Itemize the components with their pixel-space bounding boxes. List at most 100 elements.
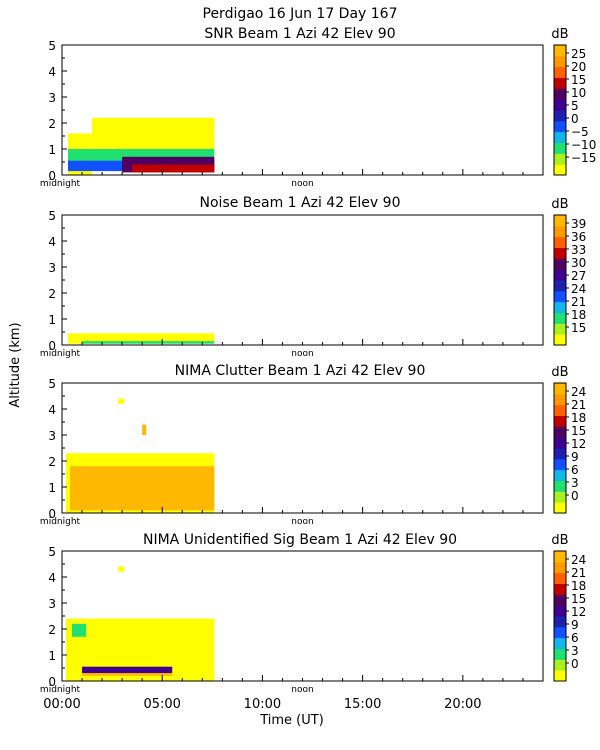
x-tick-label: 20:00: [444, 697, 481, 712]
colorbar-unit: dB: [551, 533, 568, 548]
echo-layer: [82, 666, 173, 674]
colorbar-tick-label: 36: [571, 230, 586, 244]
colorbar-segment: [554, 404, 566, 416]
echo-layer: [82, 673, 173, 676]
colorbar-segment: [554, 648, 566, 660]
colorbar-tick-label: 5: [571, 99, 579, 113]
y-tick-label: 4: [48, 403, 56, 417]
colorbar-segment: [554, 236, 566, 248]
colorbar-tick-label: 15: [571, 321, 586, 335]
echo-layer: [118, 566, 125, 572]
colorbar-tick-label: 27: [571, 269, 586, 283]
colorbar-tick-label: 24: [571, 282, 586, 296]
y-tick-label: 2: [48, 623, 56, 637]
colorbar-segment: [554, 153, 566, 165]
panel-2: Noise Beam 1 Azi 42 Elev 90 0 1 2 3 4 5 midnigh…: [40, 195, 586, 359]
echo-layer: [72, 623, 87, 637]
x-tick-label: 00:00: [43, 697, 80, 712]
x-tick-label: 15:00: [344, 697, 381, 712]
colorbar-tick-label: 25: [571, 47, 586, 61]
colorbar-segment: [554, 280, 566, 292]
colorbar-segment: [554, 583, 566, 595]
y-tick-label: 3: [48, 261, 56, 275]
colorbar-tick-label: 18: [571, 308, 586, 322]
panel-1: SNR Beam 1 Azi 42 Elev 90 0 1 2 3 4 5 midnight n…: [40, 26, 596, 189]
colorbar-tick-label: 12: [571, 605, 586, 619]
colorbar-tick-label: 3: [571, 476, 579, 490]
colorbar-tick-label: 24: [571, 553, 586, 567]
colorbar-segment: [554, 290, 566, 303]
colorbar-tick-label: 9: [571, 450, 579, 464]
colorbar-segment: [554, 131, 566, 143]
plot-frame: [61, 214, 544, 346]
colorbar-segment: [554, 247, 566, 259]
colorbar-segment: [554, 225, 566, 238]
y-tick-label: 4: [48, 235, 56, 249]
colorbar-segment: [554, 393, 566, 406]
colorbar-segment: [554, 45, 566, 57]
y-axis-label: Altitude (km): [8, 322, 23, 407]
colorbar-frame: [553, 44, 567, 176]
colorbar-segment: [554, 383, 566, 395]
colorbar-segment: [554, 480, 566, 492]
y-tick-label: 1: [48, 313, 56, 327]
colorbar-segment: [554, 164, 566, 176]
colorbar-tick-label: 30: [571, 256, 586, 270]
colorbar-tick-label: 18: [571, 579, 586, 593]
colorbar-tick-label: 3: [571, 644, 579, 658]
colorbar-segment: [554, 448, 566, 460]
y-tick-label: 0: [48, 339, 56, 353]
y-tick-label: 5: [48, 209, 56, 223]
colorbar-segment: [554, 594, 566, 606]
midnight-marker: midnight: [40, 517, 81, 527]
midnight-marker: midnight: [40, 685, 81, 695]
figure-header: Perdigao 16 Jun 17 Day 167: [203, 6, 398, 22]
y-tick-label: 0: [48, 507, 56, 521]
y-tick-label: 1: [48, 481, 56, 495]
colorbar-segment: [554, 312, 566, 324]
panel-4: NIMA Unidentified Sig Beam 1 Azi 42 Elev…: [40, 532, 586, 712]
colorbar-tick-label: −5: [571, 125, 589, 139]
noon-marker: noon: [291, 179, 313, 189]
panel-title: SNR Beam 1 Azi 42 Elev 90: [204, 26, 395, 42]
colorbar-segment: [554, 626, 566, 639]
y-tick-label: 1: [48, 143, 56, 157]
colorbar-tick-label: 0: [571, 489, 579, 503]
echo-layer: [132, 164, 215, 173]
colorbar-segment: [554, 616, 566, 628]
colorbar-segment: [554, 659, 566, 671]
panel-title: Noise Beam 1 Azi 42 Elev 90: [200, 195, 401, 211]
colorbar-tick-label: 15: [571, 592, 586, 606]
y-tick-label: 4: [48, 65, 56, 79]
echo-layer: [118, 398, 125, 404]
colorbar-segment: [554, 502, 566, 514]
panel-title: NIMA Clutter Beam 1 Azi 42 Elev 90: [175, 363, 426, 379]
colorbar-tick-label: 20: [571, 60, 586, 74]
colorbar-segment: [554, 469, 566, 481]
x-tick-label: 10:00: [244, 697, 281, 712]
midnight-marker: midnight: [40, 179, 81, 189]
colorbar-tick-label: 15: [571, 424, 586, 438]
noon-marker: noon: [291, 685, 313, 695]
colorbar-segment: [554, 323, 566, 335]
colorbar-tick-label: 33: [571, 243, 586, 257]
midnight-marker: midnight: [40, 349, 81, 359]
colorbar-tick-label: 0: [571, 112, 579, 126]
y-tick-label: 2: [48, 287, 56, 301]
colorbar-frame: [553, 550, 567, 682]
colorbar-frame: [553, 214, 567, 346]
colorbar-segment: [554, 99, 566, 111]
y-tick-label: 2: [48, 117, 56, 131]
y-tick-label: 0: [48, 675, 56, 689]
y-tick-label: 5: [48, 545, 56, 559]
colorbar-tick-label: 12: [571, 437, 586, 451]
echo-layer: [92, 117, 215, 152]
y-tick-label: 1: [48, 649, 56, 663]
echo-layer: [82, 341, 215, 344]
colorbar-segment: [554, 77, 566, 89]
x-axis-label: Time (UT): [259, 713, 324, 728]
colorbar-segment: [554, 66, 566, 78]
colorbar-tick-label: 0: [571, 657, 579, 671]
